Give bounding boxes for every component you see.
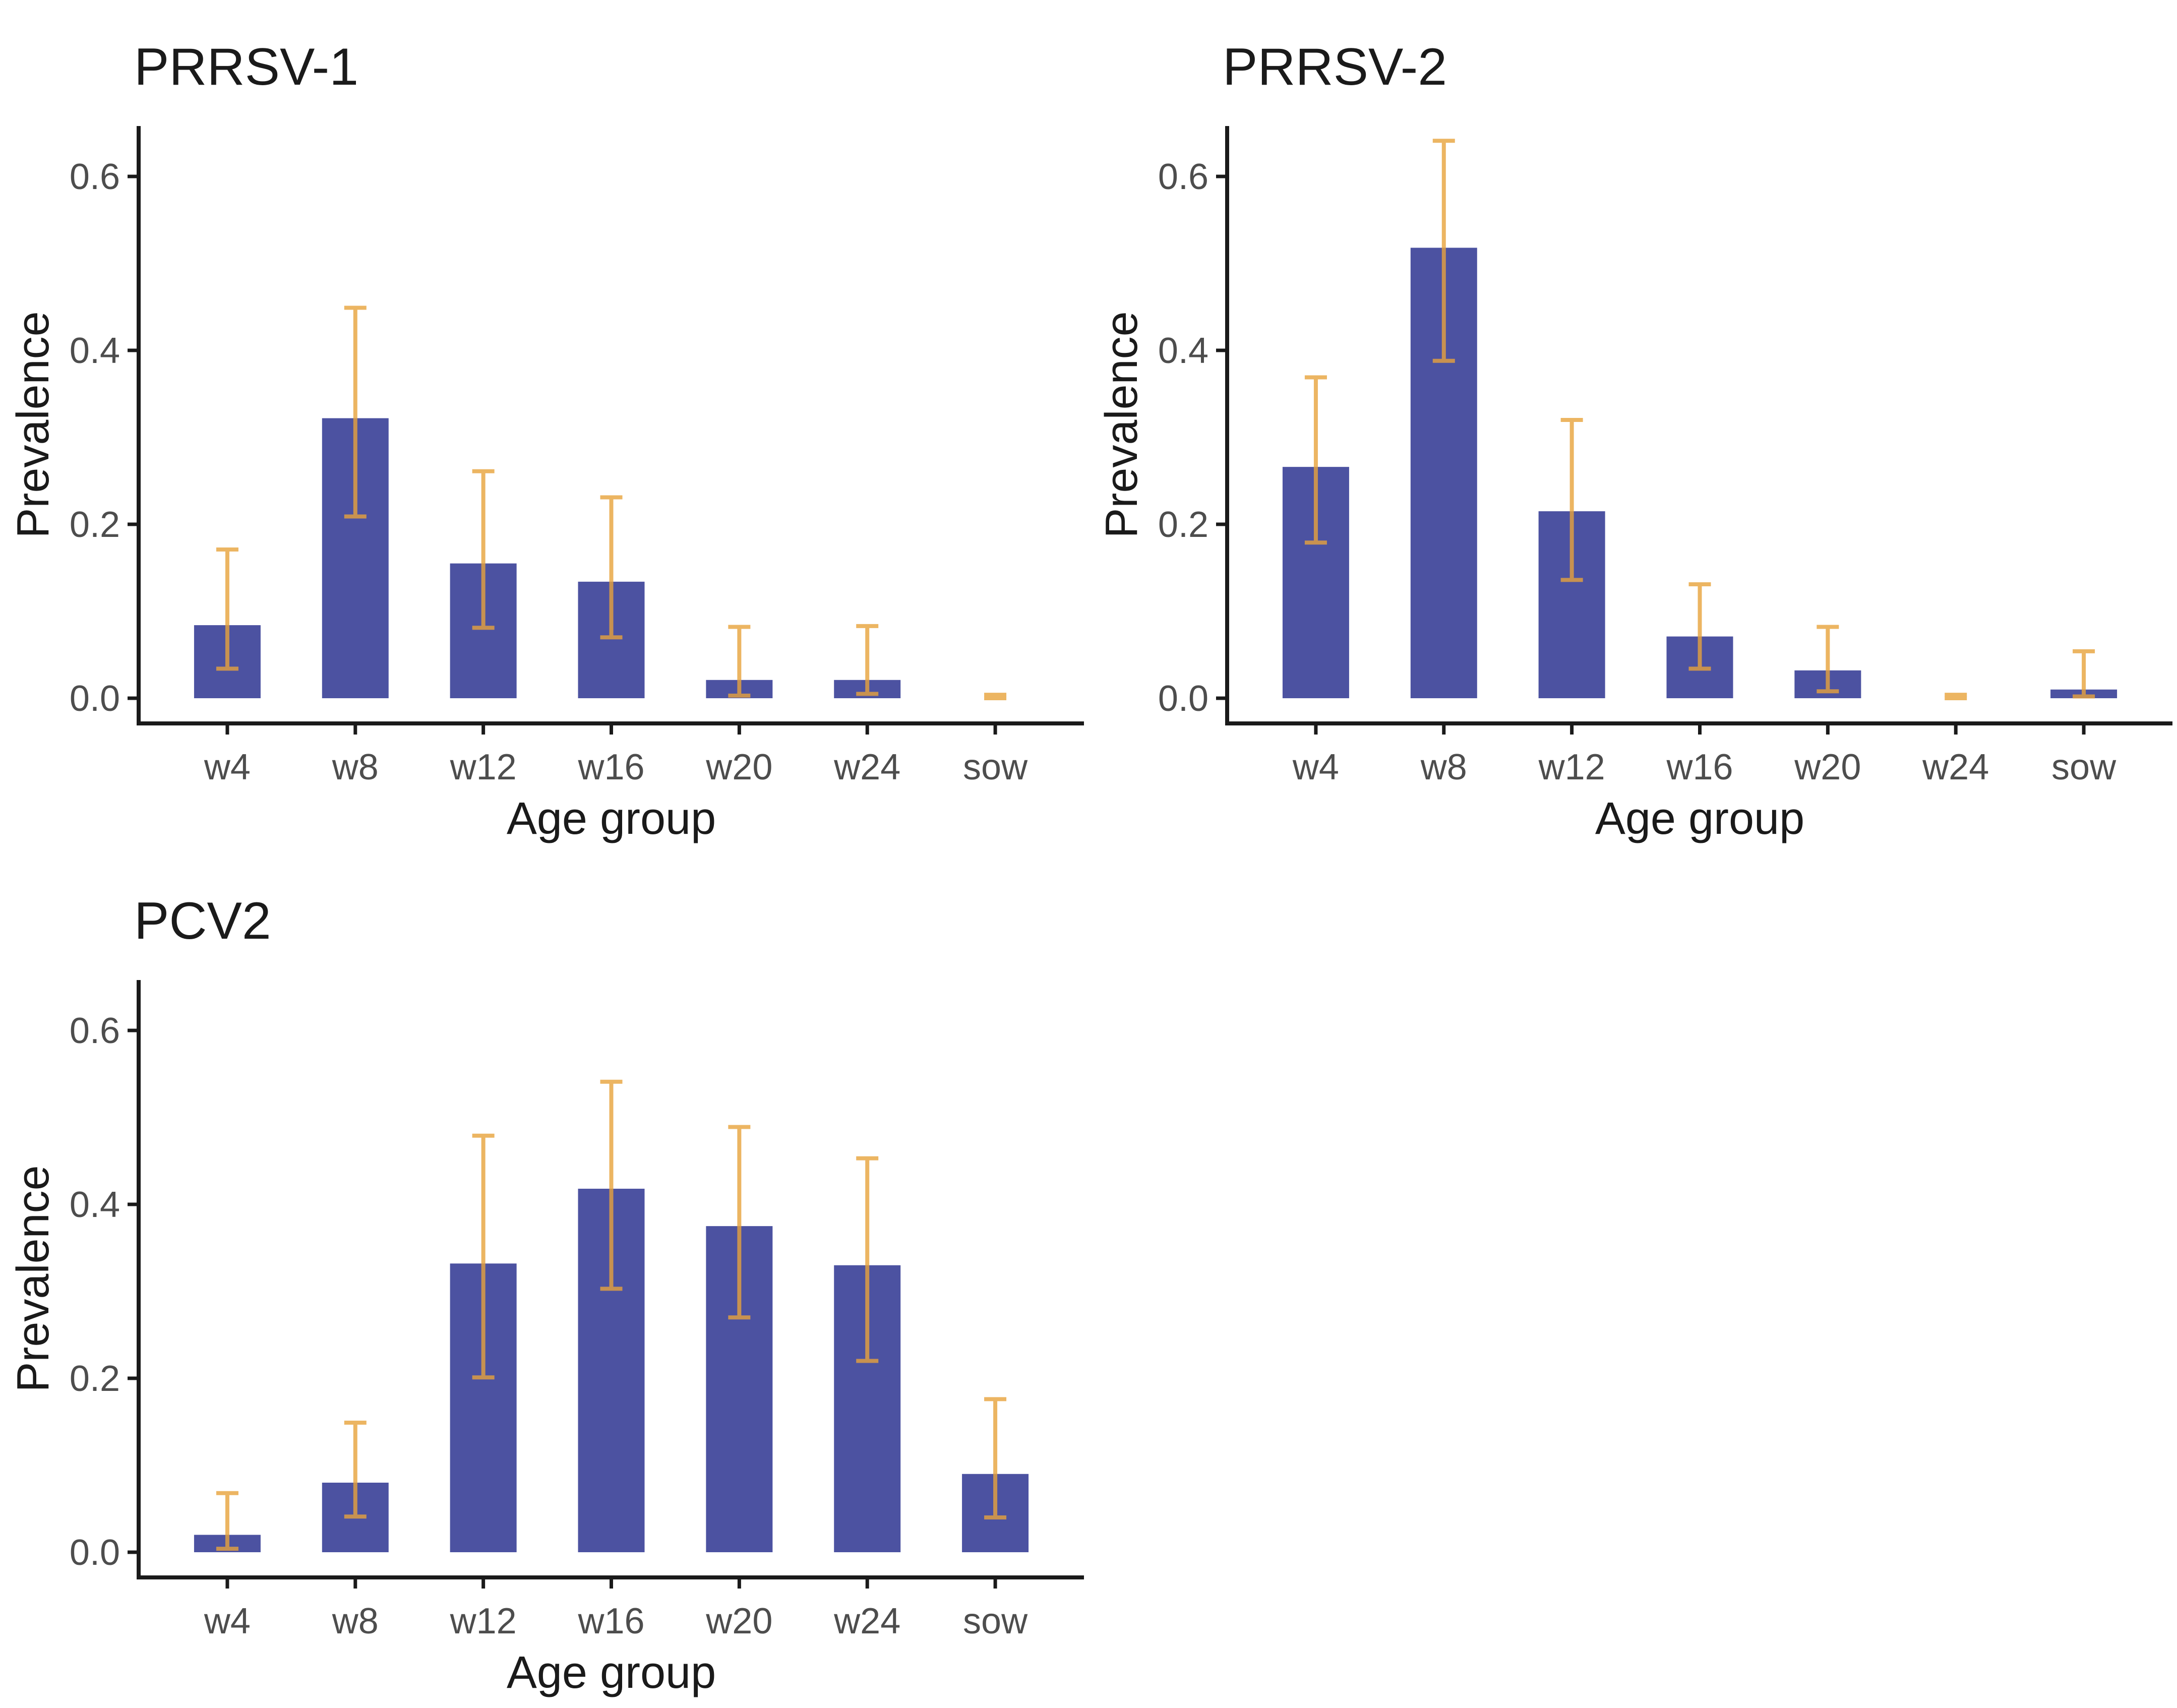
error-bar	[856, 624, 879, 696]
chart-title: PRRSV-2	[1223, 38, 1447, 96]
x-tick-label: w20	[705, 747, 772, 787]
error-bar	[1945, 693, 1967, 700]
chart-title: PRRSV-1	[134, 38, 358, 96]
y-tick-label: 0.2	[70, 505, 120, 545]
y-tick-label: 0.0	[1158, 679, 1208, 719]
x-tick-label: w8	[1420, 747, 1467, 787]
error-bar	[1688, 582, 1711, 671]
x-tick-label: w12	[1538, 747, 1605, 787]
chart-panel-prrsv1: PRRSV-1 0.0 0.2 0.4 0.6 w4 w8 w12 w16 w20 w24 sow Ag…	[0, 0, 1088, 854]
empty-cell	[1088, 854, 2177, 1708]
y-tick-label: 0.0	[70, 679, 120, 719]
x-axis-title: Age group	[507, 794, 716, 844]
chart-title: PCV2	[134, 892, 271, 950]
error-bar	[728, 625, 751, 698]
error-bar	[728, 1125, 751, 1320]
y-tick-label: 0.0	[70, 1533, 120, 1573]
error-bar	[344, 1420, 367, 1519]
y-axis-title: Prevalence	[8, 1165, 58, 1392]
x-tick-label: w12	[450, 747, 517, 787]
x-tick-label: w4	[204, 1601, 251, 1641]
x-axis-title: Age group	[507, 1648, 716, 1698]
x-tick-label: w4	[1292, 747, 1339, 787]
y-tick-label: 0.2	[1158, 505, 1208, 545]
x-tick-label: w24	[1922, 747, 1989, 787]
x-tick-label: w8	[332, 747, 379, 787]
y-tick-label: 0.6	[70, 1011, 120, 1051]
error-bar	[344, 306, 367, 519]
error-bar	[984, 1397, 1007, 1519]
error-bar	[216, 547, 238, 671]
error-bar	[472, 469, 495, 630]
error-bar	[600, 1079, 623, 1291]
x-tick-label: w16	[577, 747, 644, 787]
x-tick-label: w12	[450, 1601, 517, 1641]
x-tick-label: w4	[204, 747, 251, 787]
prrsv1-chart: PRRSV-1 0.0 0.2 0.4 0.6 w4 w8 w12 w16 w20 w24 sow Ag…	[8, 38, 1084, 844]
error-bar	[2073, 649, 2095, 699]
x-tick-label: w24	[833, 747, 900, 787]
y-tick-label: 0.2	[70, 1359, 120, 1399]
error-bar	[1432, 139, 1455, 363]
y-axis-title: Prevalence	[8, 311, 58, 538]
error-bar	[1560, 418, 1583, 582]
x-tick-label: w20	[705, 1601, 772, 1641]
x-tick-label: w24	[833, 1601, 900, 1641]
x-tick-label: w8	[332, 1601, 379, 1641]
x-tick-label: sow	[963, 747, 1028, 787]
error-bar	[1817, 625, 1839, 694]
error-bar	[984, 693, 1007, 700]
chart-panel-prrsv2: PRRSV-2 0.0 0.2 0.4 0.6 w4 w8 w12 w16 w20 w24 sow Ag…	[1088, 0, 2177, 854]
y-tick-label: 0.6	[70, 157, 120, 197]
error-bar	[472, 1133, 495, 1380]
y-tick-label: 0.4	[70, 1185, 120, 1225]
x-tick-label: w16	[577, 1601, 644, 1641]
y-axis-title: Prevalence	[1097, 311, 1147, 538]
y-tick-label: 0.4	[1158, 331, 1208, 371]
x-axis-title: Age group	[1595, 794, 1804, 844]
y-tick-label: 0.6	[1158, 157, 1208, 197]
x-tick-label: w16	[1666, 747, 1733, 787]
chart-panel-pcv2: PCV2 0.0 0.2 0.4 0.6 w4 w8 w12 w16 w20 w24 sow Age g…	[0, 854, 1088, 1708]
pcv2-chart: PCV2 0.0 0.2 0.4 0.6 w4 w8 w12 w16 w20 w24 sow Age g…	[8, 892, 1084, 1698]
x-tick-label: w20	[1794, 747, 1861, 787]
x-tick-label: sow	[963, 1601, 1028, 1641]
x-tick-label: sow	[2051, 747, 2116, 787]
error-bar	[600, 495, 623, 640]
prrsv2-chart: PRRSV-2 0.0 0.2 0.4 0.6 w4 w8 w12 w16 w20 w24 sow Ag…	[1097, 38, 2172, 844]
y-tick-label: 0.4	[70, 331, 120, 371]
error-bar	[856, 1156, 879, 1363]
error-bar	[1304, 375, 1327, 545]
error-bar	[216, 1491, 238, 1551]
